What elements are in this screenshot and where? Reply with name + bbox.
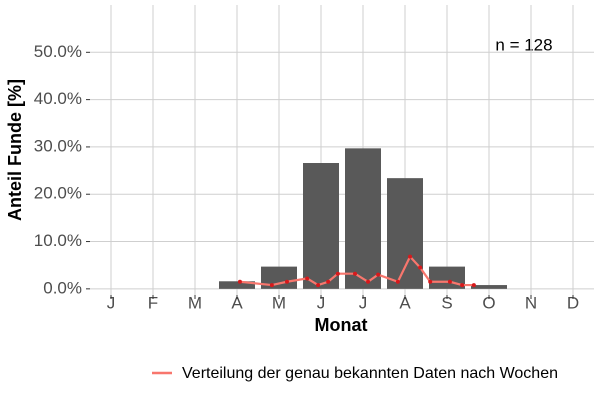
x-axis-title: Monat — [315, 315, 368, 335]
x-tick-label: D — [567, 293, 579, 312]
x-tick-label: J — [107, 293, 116, 312]
y-tick-label: 20.0% — [34, 184, 82, 203]
y-tick-label: 50.0% — [34, 42, 82, 61]
x-tick-label: A — [231, 293, 243, 312]
y-tick-label: 10.0% — [34, 231, 82, 250]
x-tick-label: F — [148, 293, 158, 312]
marker — [428, 279, 433, 284]
marker — [460, 283, 465, 288]
marker — [366, 279, 371, 284]
marker — [408, 254, 413, 259]
y-tick-label: 40.0% — [34, 89, 82, 108]
marker — [316, 283, 321, 288]
x-tick-label: M — [272, 293, 286, 312]
x-tick-label: J — [359, 293, 368, 312]
marker — [305, 276, 310, 281]
x-tick-label: M — [188, 293, 202, 312]
marker — [269, 283, 274, 288]
marker — [395, 279, 400, 284]
annotation: n = 128 — [495, 35, 552, 54]
y-axis-title: Anteil Funde [%] — [5, 79, 25, 221]
y-tick-label: 30.0% — [34, 136, 82, 155]
marker — [376, 272, 381, 277]
bar — [345, 148, 381, 289]
x-tick-label: O — [482, 293, 495, 312]
bar — [219, 281, 255, 289]
x-tick-label: N — [525, 293, 537, 312]
marker — [237, 279, 242, 284]
marker — [284, 279, 289, 284]
bar — [303, 163, 339, 289]
x-tick-label: J — [317, 293, 326, 312]
x-tick-label: A — [399, 293, 411, 312]
x-tick-label: S — [441, 293, 452, 312]
marker — [326, 279, 331, 284]
marker — [418, 265, 423, 270]
marker — [353, 271, 358, 276]
bar — [387, 178, 423, 289]
bar — [471, 285, 507, 289]
marker — [335, 271, 340, 276]
legend-label: Verteilung der genau bekannten Daten nac… — [182, 365, 558, 382]
marker — [447, 279, 452, 284]
marker — [471, 283, 476, 288]
y-tick-label: 0.0% — [43, 278, 82, 297]
